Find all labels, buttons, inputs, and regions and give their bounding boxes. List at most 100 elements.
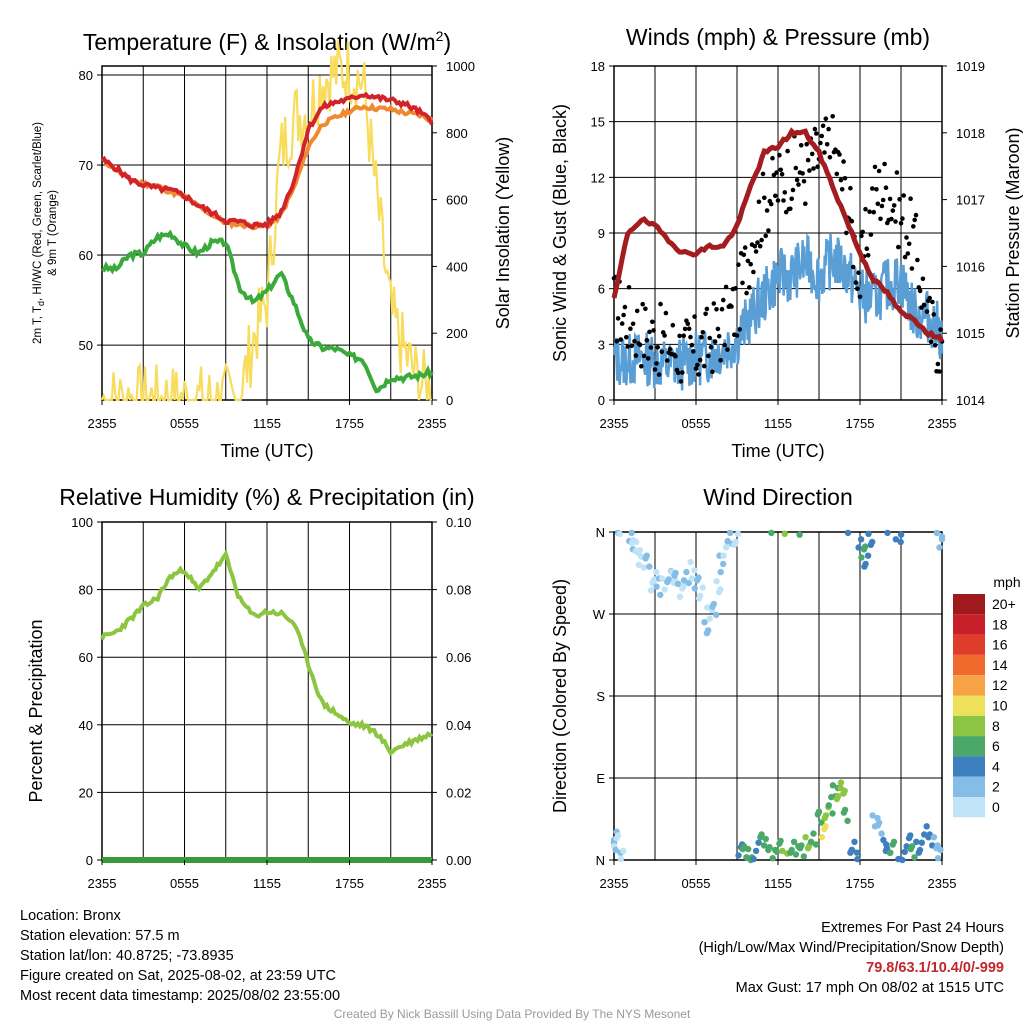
station-info: Location: Bronx Station elevation: 57.5 … [20,906,340,1006]
gust-point [748,261,753,267]
direction-point [923,823,930,830]
max-gust: Max Gust: 17 mph On 08/02 at 1515 UTC [735,980,1004,996]
gust-point [839,187,845,192]
colorbar-label: 10 [992,698,1008,714]
dewpoint-line [101,229,434,394]
direction-point [695,574,702,581]
direction-point [762,835,769,843]
gust-point [695,362,700,368]
direction-point [612,846,619,854]
gust-point [757,243,763,249]
direction-point [752,847,760,855]
direction-point [837,779,845,786]
direction-point [829,810,836,817]
gust-point [906,241,912,247]
gust-point [809,151,815,157]
gust-point [777,152,782,158]
gust-point [699,334,704,340]
gust-point [890,208,896,213]
direction-point [672,569,679,577]
temperature-y-tick-label: 70 [79,158,93,173]
gust-point [931,312,937,317]
gust-point [621,312,626,318]
gust-point [870,186,875,191]
direction-point [697,592,704,599]
direction-point [779,847,786,855]
temperature-title: Temperature (F) & Insolation (W/m2) [83,28,451,55]
gust-point [889,216,894,222]
gust-point [707,335,712,341]
gust-point [878,216,883,222]
gust-point [911,224,916,229]
direction-x-tick-label: 1755 [846,876,875,891]
gust-point [647,329,652,335]
direction-point [773,848,781,855]
gust-point [734,333,740,338]
direction-point [822,812,830,819]
winds-x-axis-label: Time (UTC) [731,441,824,461]
gust-point [915,257,920,263]
direction-point [878,830,885,837]
direction-point [717,586,724,593]
gust-point [665,358,670,363]
direction-point [854,855,861,863]
gust-point [652,367,658,372]
gust-point [788,206,793,212]
winds-y2-tick-label: 1014 [956,393,985,408]
direction-point [732,538,739,546]
gust-point [898,221,904,226]
gust-point [837,152,842,157]
colorbar-swatch [953,695,985,716]
gust-point [778,167,783,173]
colorbar-label: 6 [992,738,1000,754]
gust-point [637,342,643,348]
gust-point [834,171,840,177]
temperature-y-tick-label: 60 [79,248,93,263]
gust-point [766,228,771,233]
gust-point [736,262,741,268]
gust-point [628,326,633,332]
gust-point [725,347,730,352]
gust-point [659,349,665,355]
direction-point [705,627,712,634]
direction-y-tick-label: N [596,525,605,540]
gust-point [912,217,917,223]
direction-point [936,544,943,551]
gust-point [887,196,893,202]
gust-point [896,244,901,250]
gust-point [770,155,775,161]
temperature-x-axis-label: Time (UTC) [220,441,313,461]
temperature-y-tick-label: 50 [79,338,93,353]
speed-colorbar: mph 20+ 18 16 14 12 10 8 6 4 2 0 [953,574,1021,818]
gust-point [715,326,721,332]
colorbar-swatch [953,756,985,777]
direction-point [858,554,865,561]
direction-point [760,842,768,849]
gust-point [644,337,650,343]
direction-point [810,830,817,837]
direction-point [897,538,904,546]
gust-point [692,314,697,319]
direction-point [937,846,944,854]
winds-y-tick-label: 15 [591,115,605,130]
direction-point [790,838,798,845]
gust-point [826,126,831,132]
direction-y-tick-label: S [596,689,605,704]
gust-point [794,177,800,183]
gust-point [860,229,865,235]
direction-point [869,812,876,819]
gust-point [785,148,790,154]
direction-point [713,578,720,585]
direction-point [913,838,920,845]
gust-point [733,286,738,291]
direction-point [812,841,820,848]
credit-line: Created By Nick Bassill Using Data Provi… [333,1007,691,1021]
gust-point [859,233,864,239]
gust-point [658,301,663,307]
winds-y-tick-label: 6 [598,282,605,297]
colorbar-label: 4 [992,758,1000,774]
colorbar-label: 18 [992,616,1008,632]
humidity-x-tick-label: 1755 [335,876,364,891]
direction-point [938,533,946,540]
direction-point [766,844,773,851]
